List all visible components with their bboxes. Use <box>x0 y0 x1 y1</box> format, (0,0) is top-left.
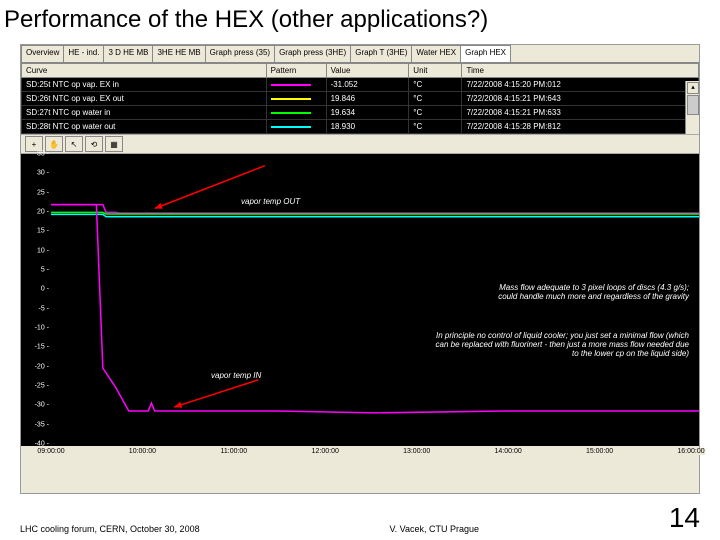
y-tick: -15 - <box>23 344 49 351</box>
data-table: CurvePatternValueUnitTime SD:25t NTC op … <box>21 63 699 134</box>
cell-curve: SD:26t NTC op vap. EX out <box>22 92 267 106</box>
cell-time: 7/22/2008 4:15:21 PM:643 <box>462 92 699 106</box>
y-tick: -10 - <box>23 325 49 332</box>
cell-time: 7/22/2008 4:15:21 PM:633 <box>462 106 699 120</box>
y-tick: -25 - <box>23 383 49 390</box>
table-row: SD:27t NTC op water in 19.634°C7/22/2008 … <box>22 106 699 120</box>
cell-unit: °C <box>409 120 462 134</box>
scroll-up-button[interactable]: ▴ <box>687 82 699 94</box>
footer-left: LHC cooling forum, CERN, October 30, 200… <box>20 524 200 534</box>
tab-6[interactable]: Graph T (3HE) <box>350 45 412 62</box>
cell-time: 7/22/2008 4:15:28 PM:812 <box>462 120 699 134</box>
y-tick: 25 - <box>23 189 49 196</box>
col-header: Unit <box>409 64 462 78</box>
cell-value: -31.052 <box>326 78 409 92</box>
cell-curve: SD:25t NTC op vap. EX in <box>22 78 267 92</box>
x-tick: 12:00:00 <box>311 448 340 455</box>
chart-area: 35 - 30 - 25 - 20 - 15 - 10 - 5 - 0 - -5 - -10 - -… <box>21 154 699 464</box>
y-tick: 35 - <box>23 151 49 158</box>
y-tick: -30 - <box>23 402 49 409</box>
x-tick: 16:00:00 <box>676 448 705 455</box>
y-tick: 30 - <box>23 170 49 177</box>
col-header: Time <box>462 64 699 78</box>
cell-pattern <box>266 106 326 120</box>
x-tick: 14:00:00 <box>494 448 523 455</box>
tab-5[interactable]: Graph press (3HE) <box>274 45 351 62</box>
slide-title: Performance of the HEX (other applicatio… <box>0 0 720 36</box>
page-number: 14 <box>669 502 700 534</box>
x-tick: 15:00:00 <box>585 448 614 455</box>
cell-unit: °C <box>409 92 462 106</box>
x-tick: 09:00:00 <box>36 448 65 455</box>
x-tick: 13:00:00 <box>402 448 431 455</box>
series-vapor_in <box>51 205 699 413</box>
y-tick: 20 - <box>23 209 49 216</box>
x-tick: 10:00:00 <box>128 448 157 455</box>
footer-right: V. Vacek, CTU Prague <box>389 524 479 534</box>
cell-unit: °C <box>409 106 462 120</box>
table-row: SD:26t NTC op vap. EX out 19.846°C7/22/20… <box>22 92 699 106</box>
y-tick: -20 - <box>23 363 49 370</box>
slide-footer: LHC cooling forum, CERN, October 30, 200… <box>20 502 700 534</box>
col-header: Value <box>326 64 409 78</box>
y-tick: 15 - <box>23 228 49 235</box>
scroll-thumb[interactable] <box>687 95 699 115</box>
arrow-head-1 <box>174 402 182 408</box>
cell-pattern <box>266 92 326 106</box>
x-axis: 09:00:0010:00:0011:00:0012:00:0013:00:00… <box>51 446 699 464</box>
col-header: Pattern <box>266 64 326 78</box>
arrow-line-1 <box>174 380 258 407</box>
table-row: SD:25t NTC op vap. EX in -31.052°C7/22/20… <box>22 78 699 92</box>
tab-3[interactable]: 3HE HE MB <box>152 45 205 62</box>
cell-value: 19.846 <box>326 92 409 106</box>
x-tick: 11:00:00 <box>219 448 248 455</box>
annotation-vapor-out: vapor temp OUT <box>241 198 300 207</box>
tool-grid-icon[interactable]: ▦ <box>105 136 123 152</box>
cell-time: 7/22/2008 4:15:20 PM:012 <box>462 78 699 92</box>
y-tick: 10 - <box>23 247 49 254</box>
tab-7[interactable]: Water HEX <box>411 45 461 62</box>
y-tick: 0 - <box>23 286 49 293</box>
app-window: OverviewHE - ind.3 D HE MB3HE HE MBGraph… <box>20 44 700 494</box>
col-header: Curve <box>22 64 267 78</box>
vertical-scrollbar[interactable]: ▴ <box>685 81 699 134</box>
cell-value: 18.930 <box>326 120 409 134</box>
tool-reset-icon[interactable]: ⟲ <box>85 136 103 152</box>
tab-4[interactable]: Graph press (35) <box>205 45 275 62</box>
y-axis: 35 - 30 - 25 - 20 - 15 - 10 - 5 - 0 - -5 - -10 - -… <box>21 154 51 434</box>
y-tick: -35 - <box>23 421 49 428</box>
tab-0[interactable]: Overview <box>21 45 64 62</box>
y-tick: -5 - <box>23 305 49 312</box>
cell-curve: SD:28t NTC op water out <box>22 120 267 134</box>
tab-2[interactable]: 3 D HE MB <box>103 45 153 62</box>
cell-pattern <box>266 120 326 134</box>
cell-value: 19.634 <box>326 106 409 120</box>
annotation-control: In principle no control of liquid cooler… <box>429 332 689 358</box>
tool-cursor-icon[interactable]: ↖ <box>65 136 83 152</box>
series-vapor_out <box>51 205 699 214</box>
chart-toolbar: + ✋ ↖ ⟲ ▦ <box>21 134 699 154</box>
table-row: SD:28t NTC op water out 18.930°C7/22/2008… <box>22 120 699 134</box>
tab-1[interactable]: HE - ind. <box>63 45 104 62</box>
table-wrap: CurvePatternValueUnitTime SD:25t NTC op … <box>21 63 699 134</box>
plot-area: vapor temp OUT vapor temp IN Mass flow a… <box>51 154 699 446</box>
annotation-massflow: Mass flow adequate to 3 pixel loops of d… <box>479 284 689 302</box>
cell-pattern <box>266 78 326 92</box>
tab-bar: OverviewHE - ind.3 D HE MB3HE HE MBGraph… <box>21 45 699 63</box>
cell-unit: °C <box>409 78 462 92</box>
annotation-vapor-in: vapor temp IN <box>211 372 261 381</box>
tab-8[interactable]: Graph HEX <box>460 45 511 62</box>
arrow-head-0 <box>155 203 163 209</box>
y-tick: 5 - <box>23 267 49 274</box>
cell-curve: SD:27t NTC op water in <box>22 106 267 120</box>
